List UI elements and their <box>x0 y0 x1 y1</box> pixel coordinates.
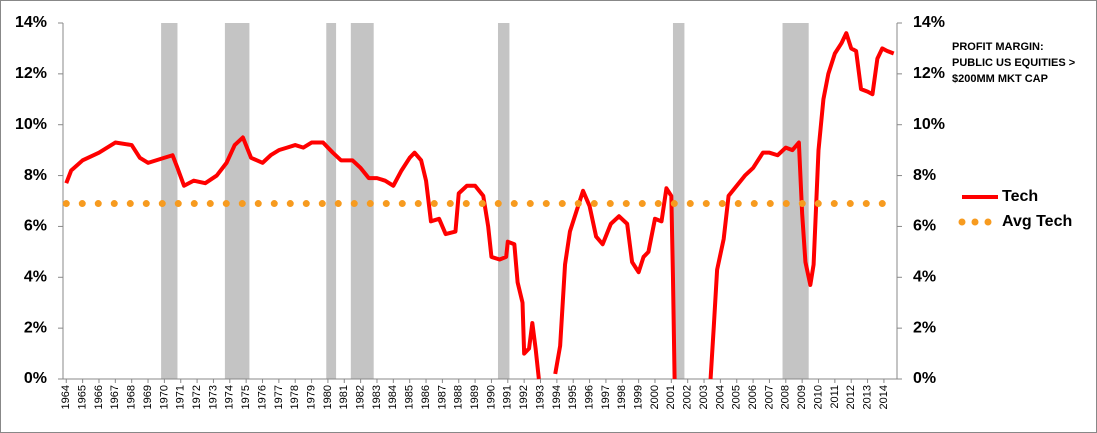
x-tick-label: 2010 <box>812 385 824 409</box>
annotation: $200MM MKT CAP <box>952 73 1048 85</box>
x-tick-label: 2004 <box>714 385 726 409</box>
x-tick-label: 1997 <box>600 385 612 409</box>
x-tick-label: 1972 <box>191 385 203 409</box>
x-tick-label: 2012 <box>845 385 857 409</box>
x-tick-label: 1987 <box>436 385 448 409</box>
x-tick-label: 1989 <box>469 385 481 409</box>
y-tick-label: 14% <box>15 14 47 31</box>
x-tick-label: 1978 <box>289 385 301 409</box>
y2-tick-label: 4% <box>913 269 936 286</box>
annotation: PUBLIC US EQUITIES > <box>952 57 1075 69</box>
x-tick-label: 1969 <box>142 385 154 409</box>
x-tick-label: 1971 <box>175 385 187 409</box>
x-tick-label: 2001 <box>665 385 677 409</box>
x-tick-label: 2005 <box>731 385 743 409</box>
x-tick-label: 2009 <box>796 385 808 409</box>
x-tick-label: 2014 <box>878 385 890 409</box>
y2-tick-label: 2% <box>913 319 936 336</box>
x-tick-label: 2003 <box>698 385 710 409</box>
y2-tick-label: 12% <box>913 65 945 82</box>
series-line <box>64 31 895 380</box>
x-tick-label: 1983 <box>371 385 383 409</box>
x-tick-label: 1996 <box>583 385 595 409</box>
legend-label: Tech <box>1002 188 1038 205</box>
y2-tick-label: 0% <box>913 370 936 387</box>
x-tick-label: 1986 <box>420 385 432 409</box>
x-tick-label: 2013 <box>861 385 873 409</box>
y-tick-label: 12% <box>15 65 47 82</box>
x-tick-label: 1991 <box>502 385 514 409</box>
x-tick-label: 1967 <box>109 385 121 409</box>
recession-band <box>326 23 337 379</box>
x-tick-label: 1976 <box>256 385 268 409</box>
y-tick-label: 2% <box>24 319 47 336</box>
legend-label: Avg Tech <box>1002 213 1072 230</box>
recession-band <box>224 23 250 379</box>
x-tick-label: 1964 <box>60 385 72 409</box>
x-tick-label: 2006 <box>747 385 759 409</box>
y-tick-label: 8% <box>24 167 47 184</box>
x-tick-label: 1968 <box>126 385 138 409</box>
x-tick-label: 1994 <box>551 385 563 409</box>
x-tick-label: 1985 <box>404 385 416 409</box>
x-tick-label: 1992 <box>518 385 530 409</box>
x-tick-label: 1995 <box>567 385 579 409</box>
x-tick-label: 1979 <box>305 385 317 409</box>
x-tick-label: 1965 <box>77 385 89 409</box>
x-tick-label: 2002 <box>682 385 694 409</box>
x-tick-label: 1973 <box>207 385 219 409</box>
x-tick-label: 2007 <box>763 385 775 409</box>
x-tick-label: 1984 <box>387 385 399 409</box>
x-tick-label: 2000 <box>649 385 661 409</box>
y-tick-label: 4% <box>24 269 47 286</box>
recession-band <box>497 23 510 379</box>
annotation: PROFIT MARGIN: <box>952 41 1044 53</box>
x-tick-label: 1988 <box>453 385 465 409</box>
x-tick-label: 2008 <box>780 385 792 409</box>
x-tick-label: 1998 <box>616 385 628 409</box>
y2-tick-label: 10% <box>913 116 945 133</box>
y2-tick-label: 8% <box>913 167 936 184</box>
x-tick-label: 2011 <box>829 385 841 409</box>
x-tick-label: 1982 <box>355 385 367 409</box>
y-tick-label: 0% <box>24 370 47 387</box>
x-tick-label: 1966 <box>93 385 105 409</box>
recession-band <box>161 23 178 379</box>
x-tick-label: 1974 <box>224 385 236 409</box>
x-tick-label: 1977 <box>273 385 285 409</box>
y2-tick-label: 14% <box>913 14 945 31</box>
y2-tick-label: 6% <box>913 218 936 235</box>
x-tick-label: 1970 <box>158 385 170 409</box>
x-tick-label: 1990 <box>485 385 497 409</box>
x-tick-label: 1999 <box>633 385 645 409</box>
y-tick-label: 10% <box>15 116 47 133</box>
x-tick-label: 1975 <box>240 385 252 409</box>
recession-band <box>672 23 685 379</box>
recession-band <box>350 23 374 379</box>
x-tick-label: 1993 <box>534 385 546 409</box>
x-tick-label: 1980 <box>322 385 334 409</box>
y-tick-label: 6% <box>24 218 47 235</box>
x-tick-label: 1981 <box>338 385 350 409</box>
